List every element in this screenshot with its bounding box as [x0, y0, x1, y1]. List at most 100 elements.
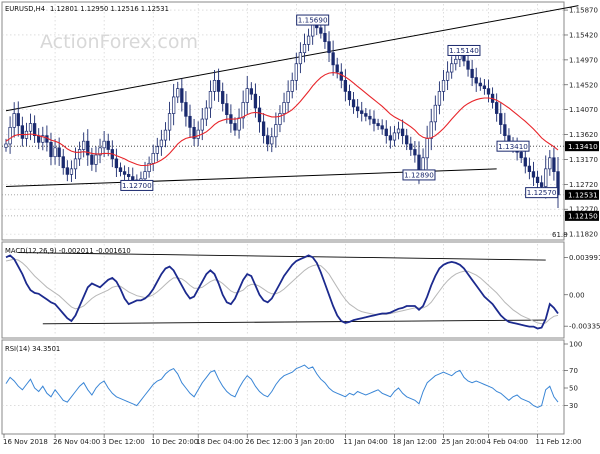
price-tag-label: 1.15690 — [298, 16, 328, 25]
price-tag-box — [447, 44, 481, 56]
fib-label: 61.8 — [552, 231, 568, 239]
candle-body — [396, 128, 401, 134]
candle-body — [167, 113, 172, 131]
candle-body — [282, 102, 286, 114]
right-price-badge: 1.12531 — [565, 189, 599, 200]
candle-body — [376, 123, 380, 127]
moving-average-line — [5, 72, 559, 167]
watermark: ActionForex.com — [40, 31, 198, 53]
candle-body — [519, 151, 523, 159]
candle-body — [37, 135, 41, 143]
price-tags: 1.15690 1.15140 1.13410 1.12700 1.12890 1.125… — [120, 14, 559, 199]
candle-body — [450, 63, 454, 73]
candle-body — [343, 79, 348, 92]
candle-body — [171, 96, 176, 114]
main-grid — [2, 4, 564, 238]
candle-body — [368, 115, 372, 120]
candle-body — [208, 91, 213, 109]
candle-body — [65, 167, 69, 175]
trendline — [18, 252, 546, 261]
price-tag: 1.15690 — [296, 14, 330, 26]
y-tick-label: 0.003991 — [569, 254, 600, 262]
candle-body — [335, 64, 339, 73]
candle-body — [216, 79, 221, 92]
candle-body — [462, 55, 466, 62]
y-tick-label: 1.12270 — [569, 206, 598, 214]
candle-body — [225, 103, 229, 115]
candle-body — [90, 154, 94, 165]
x-tick-label: 26 Dec 12:00 — [245, 438, 292, 446]
badge-label: 1.13410 — [568, 142, 598, 151]
y-tick-label: 100 — [569, 341, 582, 349]
candle-body — [98, 147, 102, 156]
candle-body — [445, 71, 450, 81]
candle-body — [151, 153, 155, 164]
price-tag-box — [120, 179, 154, 191]
y-tick-label: 30 — [569, 402, 578, 410]
price-tag: 1.13410 — [496, 140, 530, 152]
candle-body — [163, 129, 168, 141]
candle-body — [429, 121, 433, 139]
y-tick-label: 0.00 — [569, 291, 585, 299]
candle-body — [57, 147, 61, 158]
candle-body — [466, 60, 470, 70]
y-tick-label: 1.13170 — [569, 156, 598, 164]
y-tick-label: 1.15870 — [569, 7, 598, 15]
candle-body — [470, 68, 474, 78]
candle-body — [184, 102, 188, 117]
candle-body — [147, 162, 151, 172]
trendline — [42, 319, 546, 325]
candle-body — [200, 118, 204, 131]
candle-body — [221, 91, 225, 104]
candle-body — [278, 113, 282, 125]
candle-body — [4, 143, 8, 148]
price-tag-box — [496, 140, 530, 152]
candle-body — [499, 113, 503, 125]
candle-body — [86, 140, 90, 156]
x-tick-label: 16 Nov 2018 — [3, 438, 48, 446]
price-tag-box — [525, 187, 559, 199]
candle-body — [388, 135, 393, 141]
x-tick-label: 18 Dec 04:00 — [196, 438, 243, 446]
candle-body — [372, 118, 376, 124]
y-tick-label: 1.13620 — [569, 131, 598, 139]
candle-body — [176, 88, 180, 98]
candle-body — [527, 165, 532, 172]
main-y-axis: 1.15870 1.15420 1.14970 1.14520 1.14070 1.136… — [564, 7, 598, 239]
x-tick-label: 3 Dec 12:00 — [102, 438, 145, 446]
candle-body — [417, 154, 421, 172]
rsi-title: RSI(14) 34.3501 — [5, 345, 60, 353]
candle-body — [319, 27, 323, 34]
rsi-y-axis: 100 70 50 30 — [564, 341, 582, 410]
candle-body — [49, 141, 53, 158]
candle-body — [82, 140, 86, 150]
candle-body — [266, 135, 270, 145]
price-tag: 1.12570 — [525, 187, 559, 199]
rsi-panel-frame — [1, 339, 565, 435]
candle-body — [458, 55, 462, 60]
price-tag-label: 1.15140 — [449, 46, 479, 55]
x-tick-label: 10 Dec 20:00 — [151, 438, 198, 446]
candle-body — [339, 71, 343, 81]
right-price-badge: 1.12150 — [565, 210, 599, 221]
candle-body — [290, 79, 294, 92]
candle-body — [127, 174, 131, 177]
price-tag-label: 1.12570 — [527, 188, 557, 197]
candle-body — [159, 139, 164, 148]
candle-body — [155, 146, 159, 154]
candle-body — [539, 182, 544, 187]
candle-body — [495, 102, 499, 114]
candle-body — [347, 91, 352, 101]
y-tick-label: -0.003352 — [569, 323, 600, 331]
candle-body — [69, 168, 74, 175]
candle-body — [102, 140, 106, 149]
price-tag-label: 1.12700 — [122, 181, 152, 190]
price-tag-box — [296, 14, 330, 26]
candle-body — [241, 102, 245, 119]
y-tick-label: 1.14970 — [569, 56, 598, 64]
badge-box — [565, 210, 599, 221]
candle-body — [28, 123, 33, 132]
candle-body — [253, 93, 258, 109]
chart-header-ohlc: 1.12801 1.12950 1.12516 1.12531 — [50, 5, 169, 13]
